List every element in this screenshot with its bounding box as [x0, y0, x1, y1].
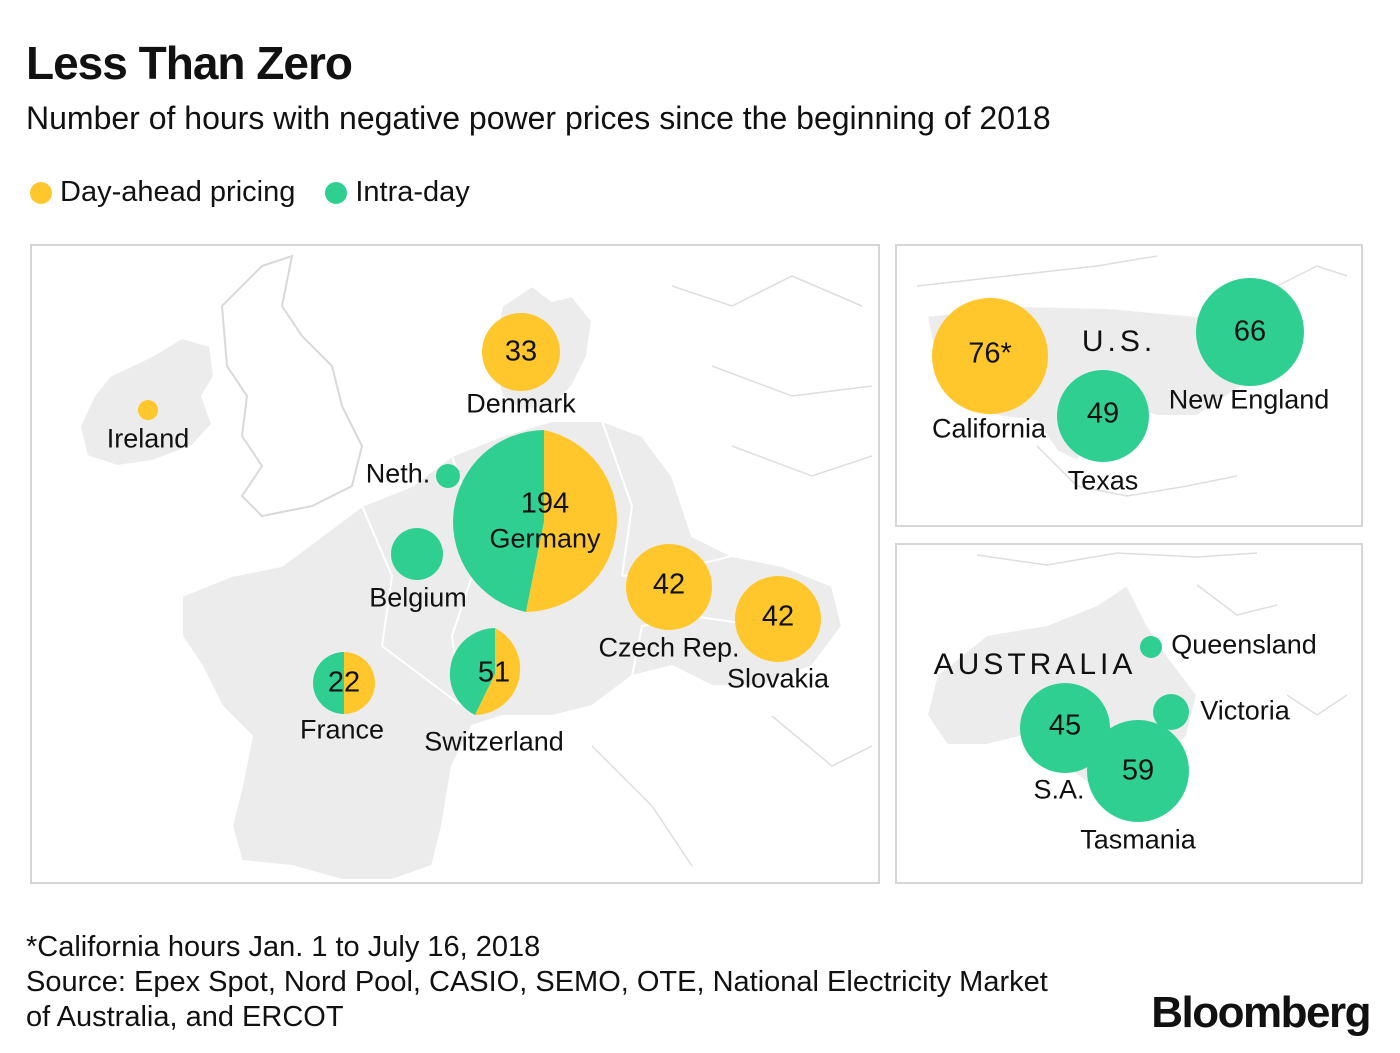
new-england-value: 66 — [1233, 315, 1267, 348]
france-bubble — [313, 652, 375, 714]
california-value: 76* — [968, 337, 1012, 370]
australia-country-label: AUSTRALIA — [933, 648, 1137, 681]
tasmania-bubble — [1087, 720, 1189, 822]
denmark-bubble — [482, 313, 560, 391]
sa-value: 45 — [1048, 709, 1082, 742]
switzerland-bubble — [449, 628, 521, 715]
legend-intraday: Intra-day — [325, 176, 470, 209]
europe-map — [78, 254, 873, 881]
france-value: 22 — [327, 666, 361, 699]
legend: Day-ahead pricing Intra-day — [30, 176, 500, 209]
footnote-line-1: *California hours Jan. 1 to July 16, 201… — [26, 931, 541, 963]
us-map — [916, 255, 1348, 497]
netherlands-label: Neth. — [365, 458, 431, 489]
slovakia-label: Slovakia — [726, 663, 830, 694]
denmark-value: 33 — [504, 335, 538, 368]
tasmania-label: Tasmania — [1080, 824, 1196, 855]
czech-label: Czech Rep. — [598, 632, 740, 663]
texas-bubble — [1057, 370, 1149, 462]
footnote: *California hours Jan. 1 to July 16, 201… — [26, 930, 1048, 1035]
australia-map-panel: AUSTRALIA Queensland Victoria 45 S.A. 59… — [895, 543, 1363, 884]
germany-intraday-slice — [453, 430, 544, 612]
switzerland-label: Switzerland — [424, 726, 564, 757]
source-line-2: of Australia, and ERCOT — [26, 1001, 344, 1033]
europe-map-panel: 33 Denmark Ireland Neth. 194 Germany Bel… — [30, 244, 880, 884]
france-intraday-slice — [313, 652, 344, 714]
texas-label: Texas — [1067, 465, 1139, 496]
belgium-bubble — [391, 528, 443, 580]
ireland-bubble — [138, 400, 158, 420]
us-outlines — [916, 255, 1348, 497]
slovakia-value: 42 — [761, 600, 795, 633]
new-england-bubble — [1196, 278, 1304, 386]
germany-bubble — [453, 430, 617, 612]
page-title: Less Than Zero — [26, 37, 353, 89]
france-day-ahead-slice — [344, 652, 375, 714]
australia-map — [925, 552, 1348, 822]
legend-intraday-swatch — [325, 181, 348, 204]
czech-value: 42 — [652, 568, 686, 601]
switzerland-intraday-slice — [449, 628, 495, 715]
bloomberg-logo: Bloomberg — [1151, 988, 1371, 1037]
queensland-bubble — [1140, 636, 1162, 658]
britain-land — [220, 254, 364, 518]
queensland-label: Queensland — [1171, 629, 1317, 660]
sa-label: S.A. — [1033, 774, 1085, 805]
california-label: California — [931, 413, 1047, 444]
new-england-label: New England — [1168, 384, 1330, 415]
germany-day-ahead-slice — [526, 430, 617, 612]
california-bubble — [932, 298, 1048, 414]
texas-value: 49 — [1086, 397, 1120, 430]
legend-day-ahead-label: Day-ahead pricing — [60, 176, 296, 208]
victoria-bubble — [1153, 694, 1189, 730]
australia-outlines — [976, 552, 1348, 716]
belgium-label: Belgium — [369, 582, 467, 613]
page-subtitle: Number of hours with negative power pric… — [26, 100, 1051, 136]
netherlands-bubble — [436, 464, 460, 488]
region-outlines — [591, 275, 873, 867]
legend-day-ahead: Day-ahead pricing — [30, 176, 295, 209]
slovakia-bubble — [735, 576, 821, 662]
legend-intraday-label: Intra-day — [355, 176, 470, 208]
switzerland-day-ahead-slice — [475, 628, 521, 715]
ireland-label: Ireland — [106, 423, 190, 454]
us-map-panel: U.S. 76* California 66 New England 49 Te… — [895, 244, 1363, 527]
sa-bubble — [1020, 683, 1110, 773]
germany-label: Germany — [489, 523, 601, 554]
legend-day-ahead-swatch — [30, 181, 52, 204]
germany-value: 194 — [520, 487, 570, 520]
france-label: France — [299, 714, 385, 745]
tasmania-value: 59 — [1121, 754, 1155, 787]
czech-bubble — [626, 544, 712, 630]
us-country-label: U.S. — [1081, 325, 1157, 358]
switzerland-value: 51 — [477, 656, 511, 689]
source-line-1: Source: Epex Spot, Nord Pool, CASIO, SEM… — [26, 966, 1048, 998]
victoria-label: Victoria — [1200, 695, 1290, 726]
denmark-label: Denmark — [466, 388, 576, 419]
